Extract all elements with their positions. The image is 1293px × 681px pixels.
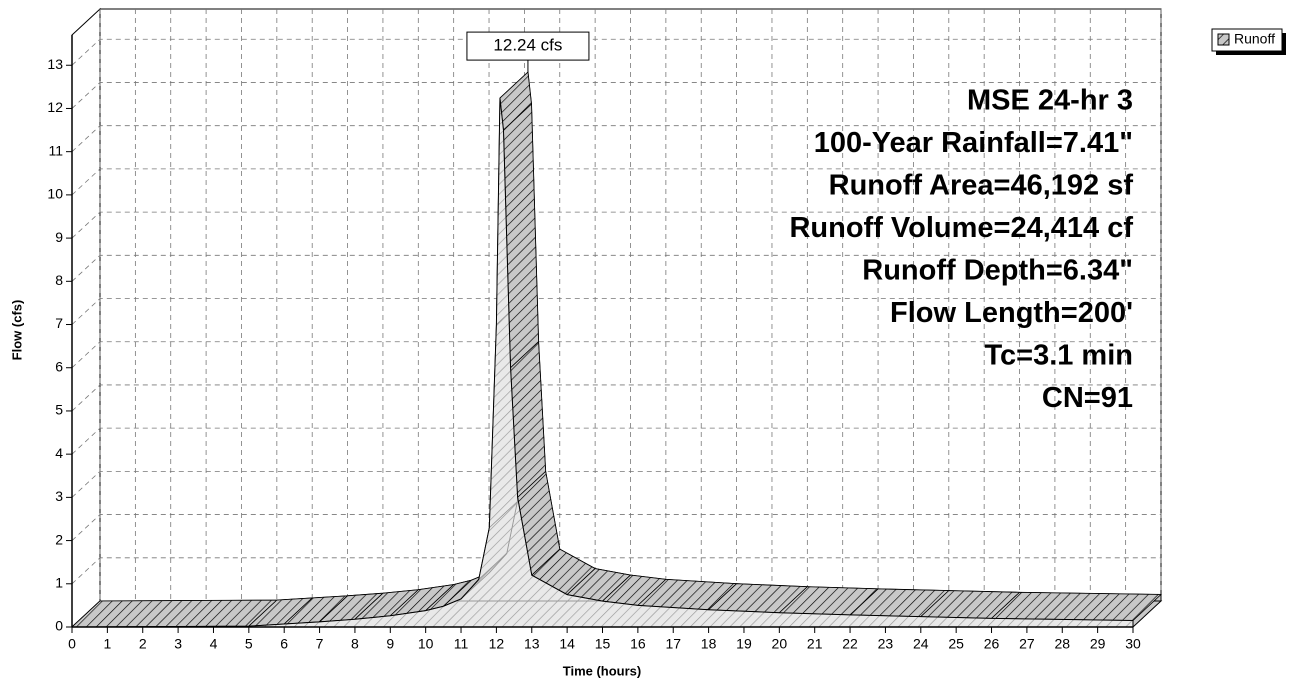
grid-line xyxy=(71,427,1161,455)
y-tick-label: 7 xyxy=(55,315,63,331)
info-line: Tc=3.1 min xyxy=(984,340,1133,372)
x-tick-label: 24 xyxy=(913,636,929,652)
x-tick-label: 3 xyxy=(174,636,182,652)
y-axis-title: Flow (cfs) xyxy=(9,300,24,361)
x-tick-label: 19 xyxy=(736,636,752,652)
y-tick-label: 5 xyxy=(55,402,63,418)
info-line: Runoff Volume=24,414 cf xyxy=(789,212,1133,244)
y-tick-label: 8 xyxy=(55,272,63,288)
grid-line xyxy=(71,125,1161,152)
info-line: MSE 24-hr 3 xyxy=(967,85,1133,117)
x-tick-label: 10 xyxy=(418,636,434,652)
grid-line xyxy=(71,341,1161,369)
x-tick-label: 22 xyxy=(842,636,858,652)
x-tick-label: 27 xyxy=(1019,636,1035,652)
x-tick-label: 16 xyxy=(630,636,646,652)
left-wall xyxy=(71,7,101,629)
y-tick-label: 4 xyxy=(55,445,63,461)
peak-label-box xyxy=(466,31,590,61)
x-tick-label: 4 xyxy=(210,636,218,652)
x-tick-label: 11 xyxy=(454,636,469,652)
x-tick-label: 28 xyxy=(1054,636,1070,652)
x-tick-label: 0 xyxy=(68,636,76,652)
legend-label: Runoff xyxy=(1234,31,1275,47)
area-ribbon xyxy=(70,599,278,628)
x-tick-label: 17 xyxy=(665,636,681,652)
y-tick-label: 1 xyxy=(55,574,63,590)
grid-line xyxy=(71,384,1161,412)
x-tick-label: 30 xyxy=(1125,636,1141,652)
y-tick-label: 11 xyxy=(48,142,63,158)
x-tick-label: 12 xyxy=(489,636,505,652)
y-tick-label: 6 xyxy=(55,358,63,374)
x-tick-label: 20 xyxy=(772,636,788,652)
peak-label: 12.24 cfs xyxy=(493,36,562,55)
y-tick-label: 10 xyxy=(47,186,63,202)
y-tick-label: 3 xyxy=(55,488,63,504)
y-tick-label: 0 xyxy=(55,618,63,634)
x-tick-label: 14 xyxy=(559,636,575,652)
x-tick-label: 15 xyxy=(595,636,611,652)
area-ribbon xyxy=(990,591,1163,621)
info-line: CN=91 xyxy=(1042,382,1133,414)
x-tick-label: 8 xyxy=(351,636,359,652)
legend-swatch xyxy=(1217,33,1230,46)
x-tick-label: 29 xyxy=(1090,636,1106,652)
info-line: Runoff Depth=6.34" xyxy=(862,255,1133,287)
y-tick-label: 9 xyxy=(55,229,63,245)
x-tick-label: 13 xyxy=(524,636,540,652)
x-tick-label: 1 xyxy=(103,636,111,652)
x-tick-label: 7 xyxy=(316,636,324,652)
x-tick-label: 6 xyxy=(280,636,288,652)
x-tick-label: 26 xyxy=(984,636,1000,652)
x-tick-label: 2 xyxy=(139,636,147,652)
grid-line xyxy=(71,211,1161,239)
info-line: Flow Length=200' xyxy=(890,297,1133,329)
y-tick-label: 2 xyxy=(55,531,63,547)
x-tick-label: 9 xyxy=(386,636,394,652)
y-tick-label: 12 xyxy=(47,99,63,115)
area-front xyxy=(71,98,1134,628)
x-tick-label: 5 xyxy=(245,636,253,652)
grid-line xyxy=(71,168,1161,196)
info-line: 100-Year Rainfall=7.41" xyxy=(814,127,1133,159)
x-tick-label: 23 xyxy=(878,636,894,652)
x-tick-label: 21 xyxy=(807,636,823,652)
info-line: Runoff Area=46,192 sf xyxy=(829,170,1134,202)
x-tick-label: 18 xyxy=(701,636,717,652)
y-tick-label: 13 xyxy=(47,56,63,72)
x-axis-title: Time (hours) xyxy=(563,663,642,678)
grid-line xyxy=(71,557,1161,585)
x-tick-label: 25 xyxy=(948,636,964,652)
